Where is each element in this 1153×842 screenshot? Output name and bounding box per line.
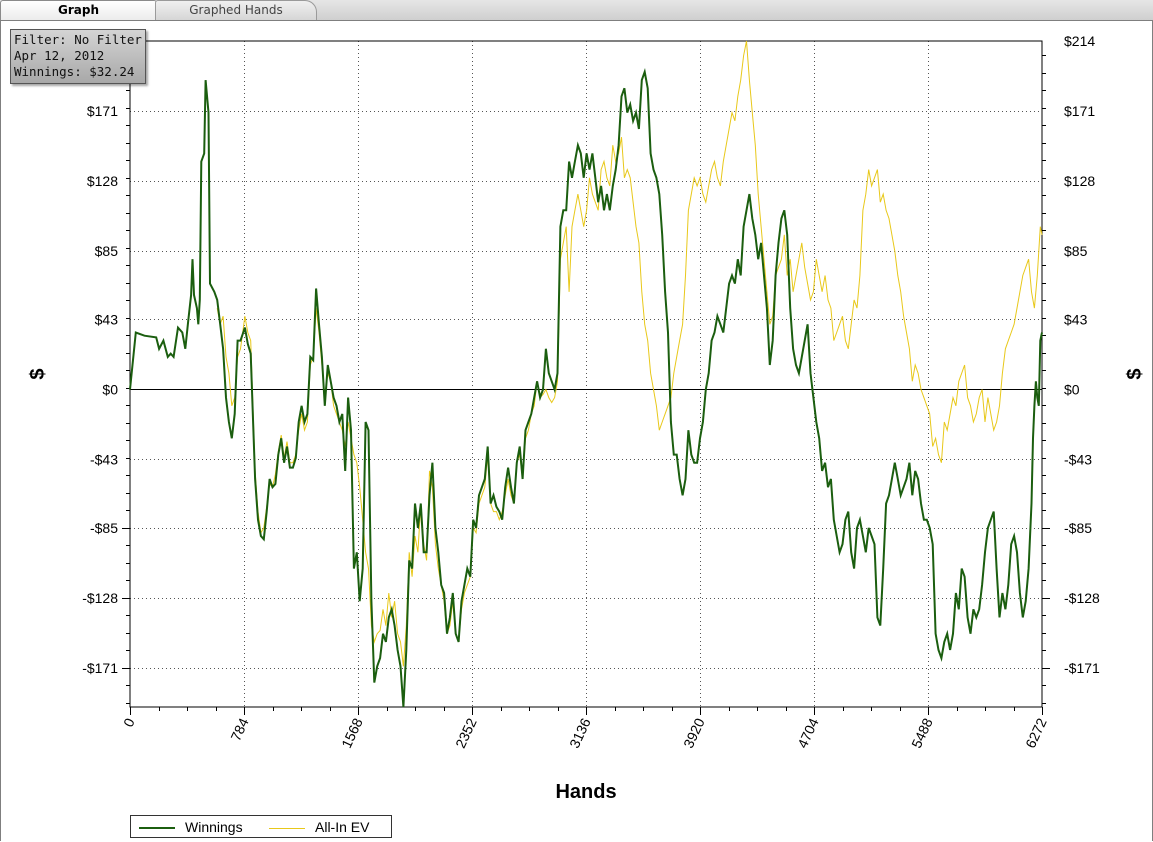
grid-lines [130, 41, 1042, 707]
y-tick-label-left: $85 [95, 243, 119, 259]
y-tick-label-left: -$171 [82, 660, 118, 676]
y-tick-label-right: -$171 [1064, 660, 1100, 676]
x-axis-title: Hands [555, 781, 616, 803]
y-axis-title-right: $ [1124, 368, 1146, 379]
y-tick-label-right: $43 [1064, 311, 1088, 327]
x-tick-label: 0 [120, 715, 138, 729]
winnings-line: Winnings: $32.24 [14, 64, 135, 79]
x-tick-label: 1568 [338, 715, 366, 750]
y-tick-label-left: $171 [87, 103, 118, 119]
legend-swatch-winnings [139, 827, 175, 830]
series-lines [129, 40, 1043, 708]
x-tick-label: 2352 [452, 715, 480, 750]
date-line: Apr 12, 2012 [14, 48, 105, 63]
y-tick-label-left: $43 [95, 311, 119, 327]
y-tick-label-right: $214 [1064, 33, 1095, 49]
x-tick-label: 3136 [566, 715, 594, 750]
y-tick-label-left: $128 [87, 173, 118, 189]
y-tick-label-right: -$85 [1064, 520, 1092, 536]
y-tick-label-left: -$128 [82, 590, 118, 606]
x-tick-label: 3920 [680, 715, 708, 750]
legend: Winnings All-In EV [130, 815, 392, 838]
x-tick-label: 4704 [794, 715, 822, 750]
y-tick-label-right: $128 [1064, 173, 1095, 189]
y-tick-label-right: $85 [1064, 243, 1088, 259]
legend-item-all-in-ev: All-In EV [269, 819, 369, 835]
tab-bar: Graph Graphed Hands [0, 0, 1153, 21]
x-tick-label: 784 [227, 715, 251, 743]
y-tick-label-right: $171 [1064, 103, 1095, 119]
tab-graphed-hands[interactable]: Graphed Hands [155, 0, 317, 20]
legend-item-winnings: Winnings [139, 819, 243, 835]
y-tick-label-left: $0 [102, 381, 118, 397]
series-line-winnings [129, 68, 1043, 708]
x-tick-label: 5488 [908, 715, 936, 750]
legend-label-winnings: Winnings [185, 819, 243, 835]
filter-line: Filter: No Filter [14, 32, 142, 47]
y-tick-label-left: -$43 [90, 451, 118, 467]
y-tick-label-right: -$43 [1064, 451, 1092, 467]
x-tick-label: 6272 [1022, 715, 1050, 750]
legend-label-all-in-ev: All-In EV [315, 819, 370, 835]
y-tick-label-right: $0 [1064, 381, 1080, 397]
filter-info-box: Filter: No Filter Apr 12, 2012 Winnings:… [10, 29, 146, 84]
legend-swatch-all-in-ev [269, 827, 305, 829]
y-tick-label-left: -$85 [90, 520, 118, 536]
series-line-all-in-ev [216, 40, 1043, 667]
axes [122, 40, 1050, 715]
tab-graph[interactable]: Graph [0, 0, 157, 20]
y-axis-title-left: $ [27, 368, 49, 379]
y-tick-label-right: -$128 [1064, 590, 1100, 606]
